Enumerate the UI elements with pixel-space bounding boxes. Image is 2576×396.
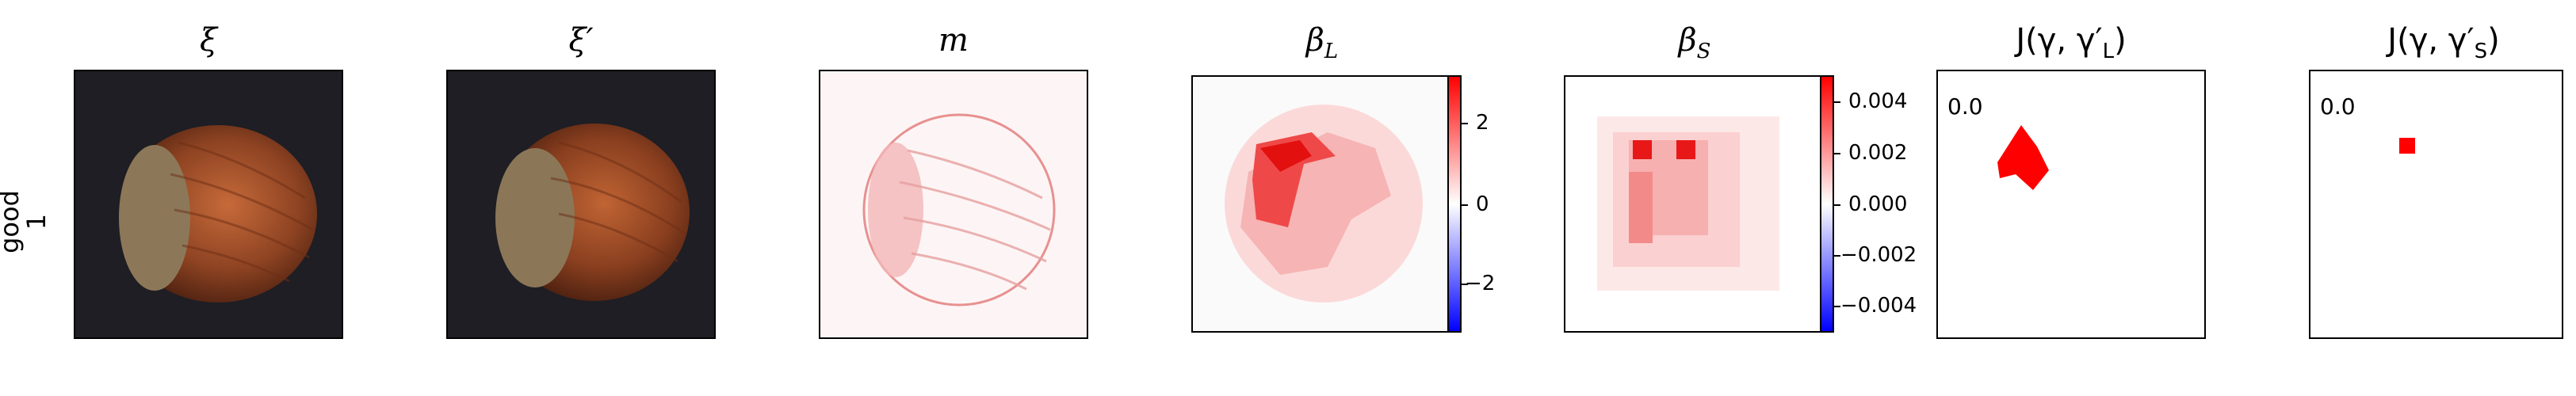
colorbar-beta-l	[1447, 75, 1462, 333]
colorbar-beta-s-tick: 0.000	[1848, 192, 1908, 216]
image-xi-prime	[446, 70, 716, 339]
panel-title-j-l-sub: L	[2102, 40, 2115, 63]
image-xi	[74, 70, 343, 339]
panel-title-j-s-suffix: )	[2487, 22, 2500, 59]
panel-title-beta-s-main: β	[1678, 22, 1697, 59]
panel-title-j-l-suffix: )	[2114, 22, 2127, 59]
panel-title-j-l: J(γ, γ′L)	[1936, 22, 2206, 63]
panel-title-beta-s: βS	[1564, 22, 1825, 63]
panel-title-beta-l-sub: L	[1324, 40, 1339, 63]
colorbar-beta-s-tick: 0.002	[1848, 141, 1908, 165]
colorbar-beta-s-tick: −0.004	[1840, 294, 1917, 318]
score-j-s: 0.0	[2320, 93, 2356, 120]
panel-title-j-s: J(γ, γ′S)	[2309, 22, 2576, 63]
row-label-index: 1	[21, 213, 52, 230]
panel-title-m: m	[938, 22, 969, 59]
colorbar-beta-s	[1820, 75, 1834, 333]
score-j-l: 0.0	[1947, 93, 1983, 120]
image-j-s	[2309, 70, 2563, 339]
colorbar-beta-s-tick: −0.002	[1840, 243, 1917, 267]
image-j-l	[1936, 70, 2206, 339]
panel-title-xi: ξ	[199, 22, 218, 59]
colorbar-beta-s-tick: 0.004	[1848, 89, 1908, 113]
image-m	[819, 70, 1088, 339]
panel-title-beta-l: βL	[1191, 22, 1453, 63]
panel-title-beta-s-sub: S	[1696, 40, 1711, 63]
image-beta-l	[1191, 75, 1453, 333]
row-label: good 1	[0, 174, 52, 269]
panel-title-xi-prime: ξ′	[568, 22, 594, 59]
colorbar-beta-l-tick: 2	[1476, 111, 1489, 135]
row-label-class: good	[0, 190, 25, 253]
panel-title-j-s-sub: S	[2474, 40, 2488, 63]
image-beta-s	[1564, 75, 1825, 333]
panel-title-j-s-prefix: J(γ, γ′	[2387, 22, 2475, 59]
panel-title-beta-l-main: β	[1305, 22, 1324, 59]
panel-title-j-l-prefix: J(γ, γ′	[2016, 22, 2103, 59]
colorbar-beta-l-tick: −2	[1465, 272, 1496, 295]
colorbar-beta-l-tick: 0	[1476, 192, 1489, 216]
